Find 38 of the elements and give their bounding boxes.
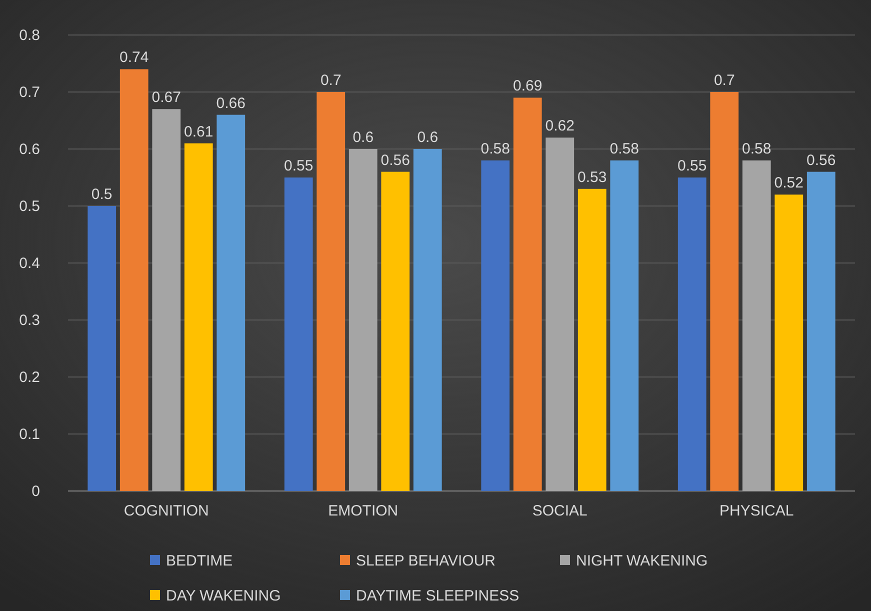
data-label: 0.6 bbox=[417, 129, 438, 146]
legend-label: SLEEP BEHAVIOUR bbox=[356, 552, 496, 570]
y-tick-label: 0.4 bbox=[19, 254, 40, 272]
data-label: 0.7 bbox=[714, 72, 735, 89]
data-label: 0.5 bbox=[91, 186, 112, 203]
y-tick-label: 0.1 bbox=[19, 426, 40, 443]
data-label: 0.66 bbox=[216, 94, 246, 112]
data-label: 0.55 bbox=[284, 158, 314, 174]
y-tick-label: 0 bbox=[32, 482, 40, 500]
y-tick-label: 0.5 bbox=[19, 198, 40, 215]
x-tick-label: PHYSICAL bbox=[720, 502, 794, 520]
data-label: 0.56 bbox=[380, 152, 410, 169]
data-label: 0.58 bbox=[610, 140, 639, 158]
data-label: 0.58 bbox=[742, 140, 772, 158]
data-label: 0.74 bbox=[120, 49, 149, 66]
y-tick-label: 0.7 bbox=[19, 84, 40, 101]
data-label: 0.62 bbox=[545, 118, 574, 135]
data-label: 0.67 bbox=[152, 89, 181, 106]
legend-label: DAY WAKENING bbox=[166, 587, 281, 604]
legend-label: NIGHT WAKENING bbox=[576, 552, 708, 570]
legend-label: DAYTIME SLEEPINESS bbox=[356, 587, 520, 604]
data-label: 0.55 bbox=[678, 158, 707, 174]
x-tick-label: EMOTION bbox=[328, 502, 398, 520]
x-tick-label: SOCIAL bbox=[532, 502, 588, 520]
y-tick-label: 0.3 bbox=[19, 312, 40, 329]
y-tick-label: 0.8 bbox=[19, 26, 40, 44]
data-label: 0.6 bbox=[352, 129, 374, 146]
y-tick-label: 0.6 bbox=[19, 140, 40, 158]
y-tick-label: 0.2 bbox=[19, 368, 40, 386]
data-label: 0.58 bbox=[480, 140, 510, 158]
x-tick-label: COGNITION bbox=[124, 502, 209, 520]
data-label: 0.52 bbox=[774, 174, 804, 192]
data-label: 0.7 bbox=[320, 72, 342, 89]
data-label: 0.53 bbox=[578, 168, 607, 186]
data-label: 0.61 bbox=[184, 123, 214, 140]
legend-label: BEDTIME bbox=[166, 552, 233, 570]
data-label: 0.69 bbox=[513, 78, 542, 95]
data-label: 0.56 bbox=[806, 152, 836, 169]
